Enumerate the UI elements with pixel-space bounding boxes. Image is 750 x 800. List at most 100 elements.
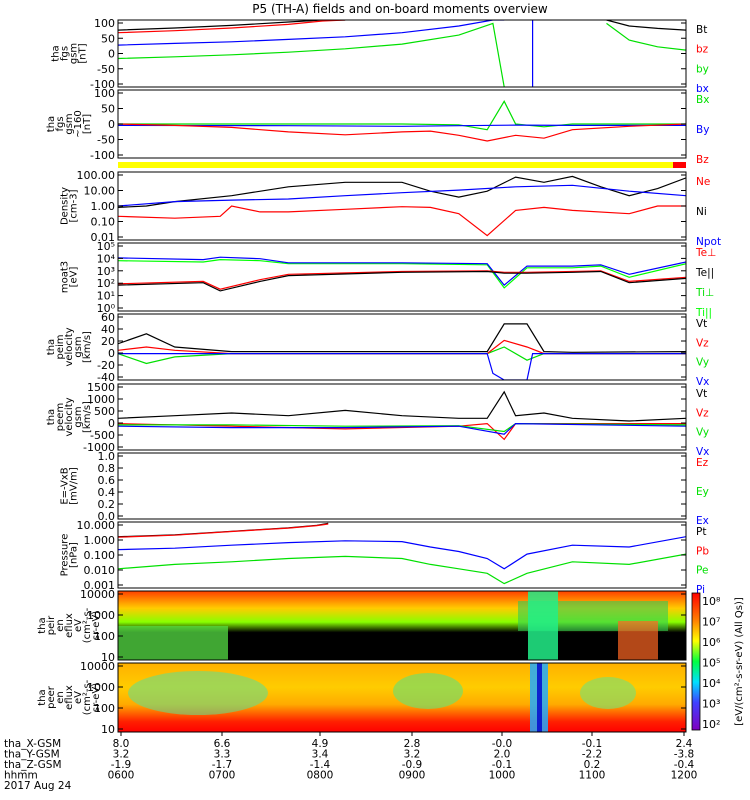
y-tick-label: 1.0: [98, 450, 116, 463]
y-axis-label: peim: [55, 334, 66, 359]
y-tick-label: 0: [108, 48, 115, 61]
y-tick-label: 50: [101, 32, 115, 45]
legend-p1-0: Bt: [696, 24, 707, 36]
legend-p3-2: Npot: [696, 236, 721, 248]
legend-p4-3: Ti||: [695, 307, 712, 319]
legend-p8-2: Pe: [696, 565, 708, 577]
y-tick-label: 20: [101, 335, 115, 348]
colorbar: [691, 592, 701, 731]
legend-p1-3: bx: [696, 83, 709, 95]
panel-frame: [117, 590, 687, 661]
x-row-value: -2.2: [582, 749, 603, 761]
series-p1-bx: [118, 20, 505, 46]
y-tick-label: 1500: [87, 381, 115, 394]
y-tick-label: 0.8: [98, 462, 116, 475]
series-p1-bt2: [606, 20, 686, 31]
legend-p4-2: Ti⊥: [695, 287, 714, 299]
x-row-value: -3.8: [674, 749, 695, 761]
y-tick-label: 10.000: [77, 519, 116, 532]
series-p3-ne: [118, 205, 686, 237]
legend-p6-1: Vz: [696, 407, 709, 419]
series-p8-pb: [118, 523, 329, 538]
time-axis: tha_X-GSM 8.0 6.6 4.9 2.8 -0.0 -0.1 2.4 tha_Y-GS…: [4, 732, 697, 792]
panel-p8: 10.000 1.000 0.100 0.010 0.001 Pressure[nPa] P…: [60, 519, 710, 596]
y-tick-label: 1000: [87, 393, 115, 406]
x-row-label: hhmm: [4, 770, 38, 782]
y-axis-label: gsm: [69, 43, 80, 64]
y-tick-label: -50: [97, 134, 115, 147]
x-row-value: 2.4: [676, 738, 693, 750]
y-tick-label: -40: [97, 371, 115, 384]
legend-p1-2: by: [696, 63, 709, 75]
series-p8-pt: [118, 522, 329, 538]
panel-p10: 10000 1000 100 10 thapeerenefluxeV(cm²-s-sr-…: [37, 660, 687, 736]
y-axis-label: [km/s]: [82, 331, 93, 363]
x-row-value: 1000: [489, 770, 516, 782]
y-axis-label: moat3: [60, 261, 71, 293]
series-p1-bt: [118, 20, 346, 31]
y-axis-label: velocity: [64, 327, 75, 366]
spectrogram-p9: [118, 591, 686, 660]
y-tick-label: 0.10: [91, 216, 116, 229]
panel-p7: 1.00.80.60.40.20.0 E=-VxB[mV/m] Ez Ey Ex: [60, 450, 709, 527]
date-label: 2017 Aug 24: [4, 780, 72, 792]
colorbar-tick: 10⁶: [702, 636, 721, 649]
y-tick-label: 10: [101, 651, 115, 664]
legend-p5-0: Vt: [696, 318, 707, 330]
y-tick-label: -500: [90, 429, 115, 442]
x-row-value: -1.9: [111, 759, 132, 771]
y-tick-label: 1.000: [84, 534, 116, 547]
legend-p5-1: Vz: [696, 337, 709, 349]
legend-p5-2: Vy: [696, 357, 709, 369]
x-row-value: -0.4: [674, 759, 695, 771]
legend-p2-2: Bz: [696, 154, 709, 166]
x-row-value: 0600: [108, 770, 135, 782]
y-tick-label: 100: [94, 630, 115, 643]
y-axis-label: peer: [46, 685, 57, 709]
x-row-value: -1.7: [212, 759, 233, 771]
legend-p6-2: Vy: [696, 427, 709, 439]
y-tick-label: 1000: [87, 609, 115, 622]
x-row-value: -0.9: [402, 759, 423, 771]
mode-bar-end: [673, 162, 686, 168]
y-tick-label: 0: [108, 118, 115, 131]
y-tick-label: 100: [94, 702, 115, 715]
y-axis-label: [mV/m]: [69, 467, 80, 505]
y-axis-label: E=-VxB: [60, 467, 71, 504]
y-axis-label: tha: [46, 116, 57, 132]
y-axis-label: tha: [37, 689, 48, 705]
x-row-value: 0.2: [584, 759, 601, 771]
x-row-value: 2.8: [404, 738, 421, 750]
y-axis-label: tha: [51, 45, 62, 61]
legend-p6-3: Vx: [696, 446, 709, 458]
legend-p4-0: Te⊥: [695, 247, 716, 259]
y-tick-label: 10³: [97, 265, 115, 278]
y-axis-label: tha: [46, 409, 57, 425]
legend-p8-1: Pb: [696, 545, 709, 557]
y-tick-label: -100: [90, 149, 115, 162]
y-axis-label: sr-eV): [91, 611, 102, 640]
y-axis-label: sr-eV): [91, 683, 102, 712]
y-axis-label: (cm²-s-: [82, 607, 93, 643]
panel-p9: 10000 1000 100 10 thapeirenefluxeV(cm²-s-sr-…: [37, 588, 687, 664]
y-axis-label: velocity: [64, 397, 75, 436]
legend-p2-1: By: [696, 124, 709, 136]
y-axis-label: peem: [55, 403, 66, 431]
legend-p6-0: Vt: [696, 388, 707, 400]
y-tick-label: 0.2: [98, 498, 116, 511]
series-p3-npot: [118, 184, 686, 207]
x-row-value: -0.1: [492, 759, 513, 771]
legend-p3-1: Ni: [696, 206, 707, 218]
y-axis-label: eV: [73, 691, 84, 704]
y-tick-label: 10: [101, 723, 115, 736]
x-row-label: tha_X-GSM: [4, 738, 61, 750]
x-row-value: 3.3: [214, 749, 231, 761]
x-row-value: 3.2: [404, 749, 421, 761]
y-axis-label: gsm: [73, 406, 84, 427]
series-p1-by2: [606, 22, 686, 51]
y-axis-label: eV: [73, 619, 84, 632]
y-tick-label: 40: [101, 323, 115, 336]
